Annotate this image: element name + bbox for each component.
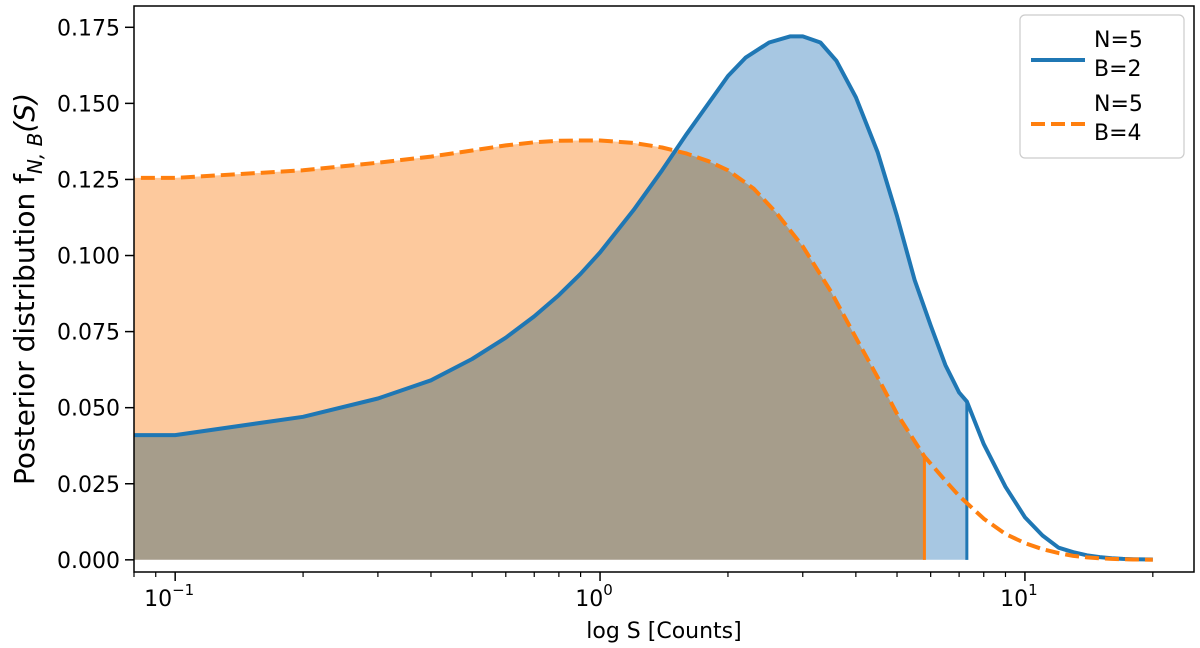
legend-label-n5-b4-line2: B=4 — [1094, 121, 1142, 146]
y-axis-label-main: Posterior distribution f — [8, 173, 41, 485]
area-fills — [134, 36, 967, 560]
x-tick-label: 100 — [575, 581, 613, 612]
area-fill-1 — [134, 140, 925, 560]
y-tick-label: 0.100 — [57, 245, 120, 270]
y-axis-label-suffix: (S) — [8, 93, 41, 133]
legend: N=5 B=2 N=5 B=4 — [1019, 14, 1185, 159]
y-tick-label: 0.000 — [57, 549, 120, 574]
x-axis-label: log S [Counts] — [586, 619, 741, 644]
y-tick-label: 0.075 — [57, 321, 120, 346]
y-axis: 0.000 0.025 0.050 0.075 0.100 0.125 0.150 0.175 — [57, 16, 134, 574]
x-tick-label: 10−1 — [144, 581, 194, 612]
series-lines — [134, 34, 1153, 562]
plot-frame — [133, 5, 1195, 573]
legend-label-n5-b2-line2: B=2 — [1094, 57, 1142, 82]
y-tick-label: 0.125 — [57, 168, 120, 193]
legend-label-n5-b2-line1: N=5 — [1094, 28, 1143, 53]
x-tick-label: 101 — [1000, 581, 1038, 612]
y-tick-label: 0.050 — [57, 397, 120, 422]
y-axis-label: Posterior distribution fN, B(S) — [8, 93, 47, 485]
x-axis: 10−1 100 101 — [133, 572, 1154, 612]
y-axis-label-subscript: N, B — [23, 133, 47, 174]
y-tick-label: 0.025 — [57, 473, 120, 498]
legend-label-n5-b4-line1: N=5 — [1094, 92, 1143, 117]
series-line-1 — [134, 138, 1153, 562]
y-tick-label: 0.175 — [57, 16, 120, 41]
y-tick-label: 0.150 — [57, 92, 120, 117]
series-line-0 — [134, 34, 1153, 562]
